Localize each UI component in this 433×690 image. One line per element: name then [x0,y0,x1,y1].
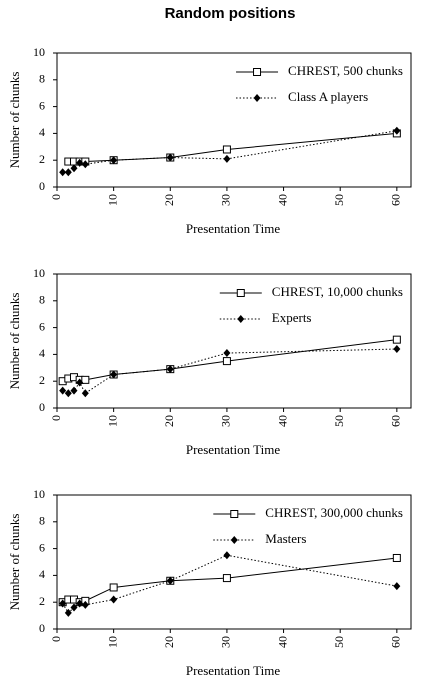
x-tick-label: 60 [389,415,403,427]
y-tick-label: 4 [39,567,45,581]
legend-label: CHREST, 300,000 chunks [265,505,403,520]
x-tick-label: 20 [162,194,176,206]
x-tick-label: 50 [332,415,346,427]
y-axis-label: Number of chunks [7,293,22,390]
y-tick-label: 10 [33,266,45,280]
y-tick-label: 6 [39,540,45,554]
y-tick-label: 8 [39,293,45,307]
square-marker [222,574,231,583]
diamond-marker [81,389,89,398]
x-tick-label: 20 [162,636,176,648]
diamond-marker [393,126,401,135]
y-tick-label: 4 [39,346,45,360]
square-marker [392,335,401,344]
x-tick-label: 60 [389,194,403,206]
y-tick-label: 2 [39,594,45,608]
x-tick-label: 30 [219,415,233,427]
x-tick-label: 40 [275,194,289,206]
diamond-marker [223,349,231,358]
diamond-marker [223,551,231,560]
legend-label: Masters [265,531,306,546]
diamond-marker [110,595,118,604]
diamond-marker [70,164,78,173]
diamond-marker [70,386,78,395]
square-marker [392,553,401,562]
y-tick-label: 4 [39,125,45,139]
y-axis-label: Number of chunks [7,72,22,169]
legend-marker [253,68,262,76]
diamond-marker [64,168,72,177]
diamond-marker [81,600,89,609]
y-tick-label: 10 [33,487,45,501]
x-tick-label: 50 [332,194,346,206]
diamond-marker [59,386,67,395]
diamond-marker [76,158,84,167]
y-tick-label: 2 [39,152,45,166]
y-tick-label: 6 [39,98,45,112]
y-tick-label: 10 [33,45,45,59]
y-tick-label: 0 [39,621,45,635]
x-tick-label: 40 [275,636,289,648]
legend-label: CHREST, 500 chunks [288,63,403,78]
x-tick-label: 40 [275,415,289,427]
diamond-marker [59,168,67,177]
x-tick-label: 0 [49,194,63,200]
plot-frame [56,273,412,409]
y-tick-label: 2 [39,373,45,387]
square-marker [81,375,90,384]
diamond-marker [166,153,174,162]
diamond-marker [59,599,67,608]
x-tick-label: 10 [105,194,119,206]
x-tick-label: 30 [219,194,233,206]
diamond-marker [166,365,174,374]
x-tick-label: 10 [105,415,119,427]
legend-label: Experts [272,310,312,325]
x-tick-label: 0 [49,415,63,421]
diamond-marker [223,154,231,163]
legend-label: CHREST, 10,000 chunks [272,284,403,299]
diamond-marker [81,160,89,169]
y-tick-label: 6 [39,319,45,333]
x-axis-label: Presentation Time [186,442,280,457]
diamond-marker [110,370,118,379]
square-marker [109,583,118,592]
diamond-marker [64,608,72,617]
plot-frame [56,494,412,630]
x-tick-label: 0 [49,636,63,642]
y-tick-label: 8 [39,72,45,86]
diamond-marker [64,389,72,398]
diamond-marker [166,576,174,585]
diamond-marker [393,582,401,591]
diamond-marker [76,378,84,387]
plot-frame [56,52,412,188]
x-axis-label: Presentation Time [186,663,280,678]
y-tick-label: 8 [39,514,45,528]
legend-marker [236,289,245,297]
figure-title: Random positions [165,5,296,22]
legend-marker [253,94,261,102]
y-tick-label: 0 [39,400,45,414]
square-marker [222,357,231,366]
legend-marker [230,536,238,544]
y-tick-label: 0 [39,179,45,193]
x-tick-label: 60 [389,636,403,648]
x-tick-label: 30 [219,636,233,648]
legend-label: Class A players [288,89,368,104]
x-tick-label: 20 [162,415,176,427]
diamond-marker [393,345,401,354]
diamond-marker [76,599,84,608]
diamond-marker [70,603,78,612]
square-marker [222,145,231,154]
x-axis-label: Presentation Time [186,221,280,236]
x-tick-label: 50 [332,636,346,648]
legend-marker [237,315,245,323]
legend-marker [230,510,239,518]
y-axis-label: Number of chunks [7,514,22,611]
diamond-marker [110,156,118,165]
x-tick-label: 10 [105,636,119,648]
